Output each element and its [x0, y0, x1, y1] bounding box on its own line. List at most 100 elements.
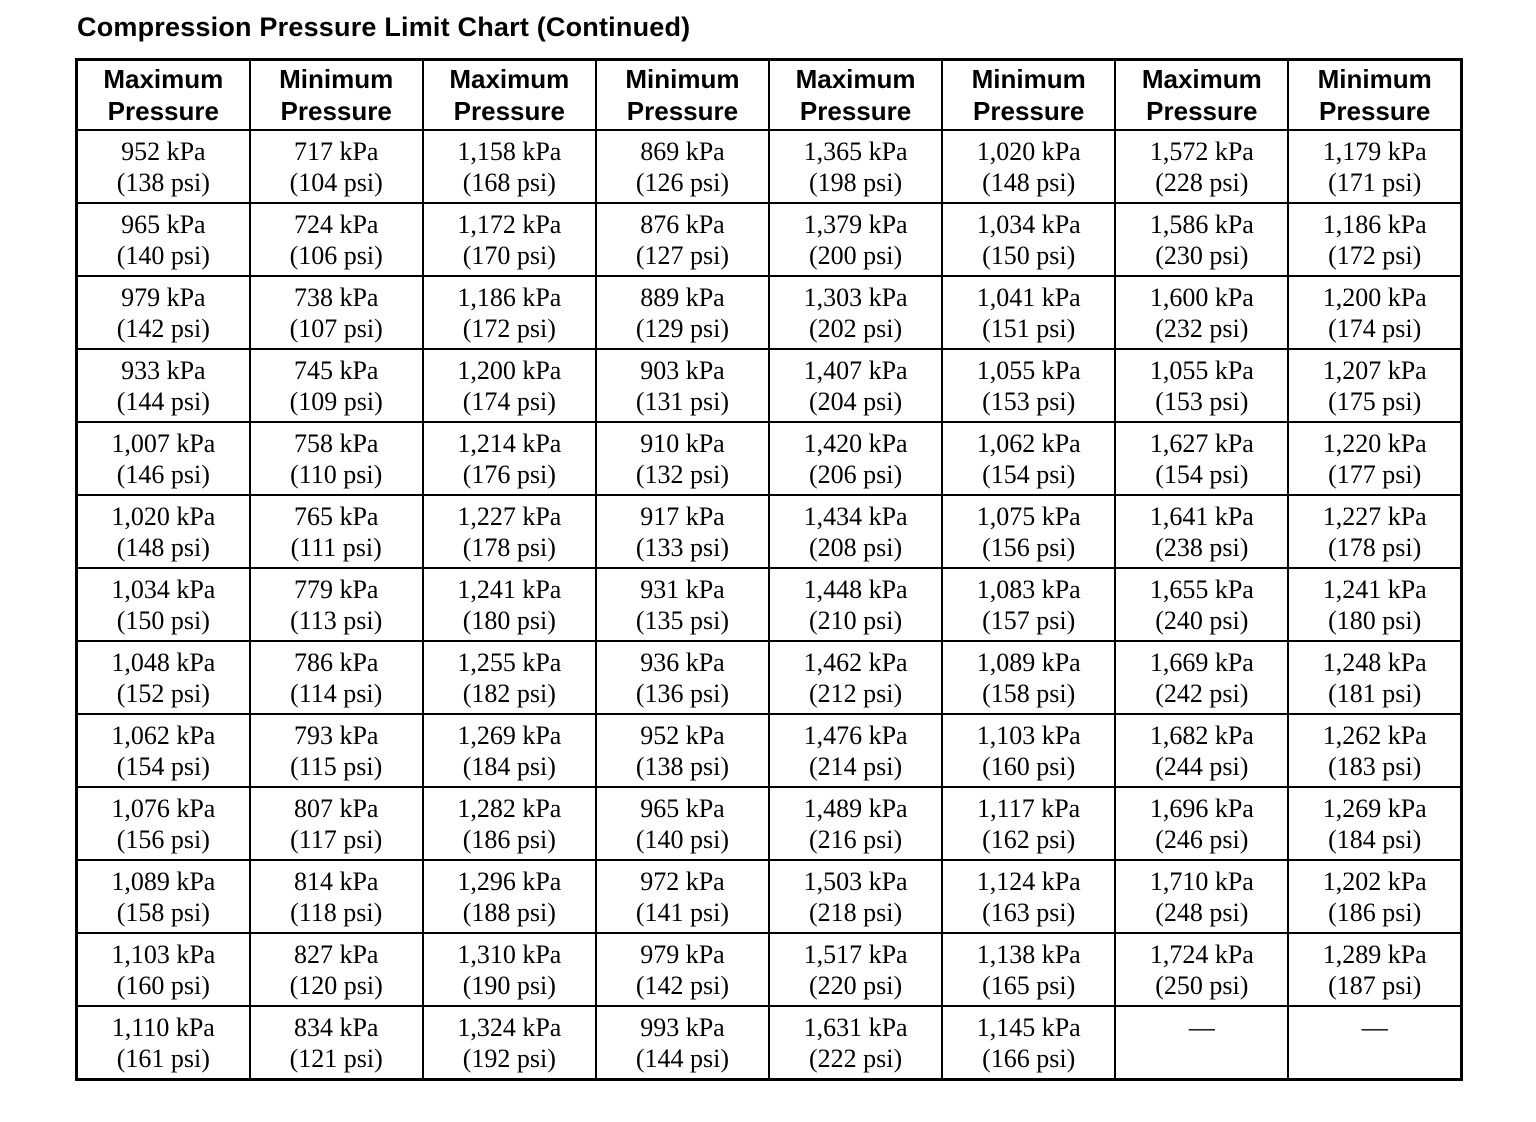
kpa-value: 1,489 kPa: [803, 793, 908, 823]
table-cell: 1,227 kPa (178 psi): [421, 494, 597, 569]
kpa-value: 1,103 kPa: [111, 939, 216, 969]
kpa-value: 1,724 kPa: [1149, 939, 1254, 969]
kpa-value: 979 kPa: [121, 282, 206, 312]
psi-value: (142 psi): [635, 970, 730, 1000]
psi-value: (126 psi): [635, 167, 730, 197]
kpa-value: 903 kPa: [640, 355, 725, 385]
kpa-value: 807 kPa: [293, 793, 379, 823]
kpa-value: 1,269 kPa: [457, 720, 562, 750]
table-cell: 1,179 kPa (171 psi): [1287, 129, 1463, 204]
kpa-value: 1,220 kPa: [1322, 428, 1427, 458]
header-line-2: Pressure: [799, 96, 912, 126]
psi-value: (184 psi): [462, 751, 556, 781]
psi-value: (146 psi): [116, 459, 210, 489]
table-cell: 1,710 kPa (248 psi): [1114, 859, 1290, 934]
psi-value: (111 psi): [290, 532, 382, 562]
psi-value: (135 psi): [635, 605, 730, 635]
psi-value: (174 psi): [462, 386, 556, 416]
table-cell: 1,503 kPa (218 psi): [767, 859, 944, 934]
header-line-2: Pressure: [107, 96, 219, 126]
table-cell: 933 kPa (144 psi): [75, 348, 251, 423]
kpa-value: 1,310 kPa: [457, 939, 562, 969]
kpa-value: 1,202 kPa: [1322, 866, 1427, 896]
kpa-value: 1,055 kPa: [1149, 355, 1254, 385]
table-cell: 1,448 kPa (210 psi): [767, 567, 944, 642]
kpa-value: 1,083 kPa: [976, 574, 1081, 604]
kpa-value: 1,655 kPa: [1149, 574, 1254, 604]
psi-value: (156 psi): [116, 824, 210, 854]
psi-value: [1117, 1043, 1286, 1074]
header-line-1: Minimum: [625, 64, 740, 94]
header-line-2: Pressure: [1319, 96, 1431, 126]
kpa-value: 1,034 kPa: [976, 209, 1081, 239]
table-cell: 952 kPa (138 psi): [75, 129, 251, 204]
kpa-value: 1,682 kPa: [1149, 720, 1254, 750]
psi-value: (157 psi): [982, 605, 1076, 635]
kpa-value: 931 kPa: [640, 574, 725, 604]
table-cell: 717 kPa (104 psi): [248, 129, 424, 204]
table-cell: 1,517 kPa (220 psi): [767, 932, 944, 1007]
kpa-value: —: [1361, 1012, 1388, 1042]
table-cell: 1,627 kPa (154 psi): [1114, 421, 1290, 496]
table-cell: 1,365 kPa (198 psi): [767, 129, 944, 204]
kpa-value: 1,110 kPa: [111, 1012, 215, 1042]
kpa-value: 1,282 kPa: [457, 793, 562, 823]
psi-value: (240 psi): [1155, 605, 1249, 635]
psi-value: (187 psi): [1328, 970, 1422, 1000]
psi-value: (158 psi): [116, 897, 210, 927]
table-cell: 910 kPa (132 psi): [594, 421, 771, 496]
psi-value: (132 psi): [635, 459, 730, 489]
table-cell: 724 kPa (106 psi): [248, 202, 424, 277]
column-header-maximum-pressure: Maximum Pressure: [75, 58, 251, 131]
kpa-value: 1,517 kPa: [803, 939, 908, 969]
table-cell: 1,420 kPa (206 psi): [767, 421, 944, 496]
kpa-value: 1,669 kPa: [1149, 647, 1254, 677]
psi-value: (127 psi): [635, 240, 730, 270]
psi-value: (220 psi): [808, 970, 903, 1000]
kpa-value: 1,055 kPa: [976, 355, 1081, 385]
psi-value: (140 psi): [635, 824, 730, 854]
table-cell: 1,103 kPa (160 psi): [941, 713, 1117, 788]
psi-value: (222 psi): [808, 1043, 903, 1073]
kpa-value: 1,200 kPa: [457, 355, 562, 385]
table-row: 1,103 kPa (160 psi) 827 kPa (120 psi) 1,310 …: [75, 932, 1463, 1007]
kpa-value: 1,600 kPa: [1149, 282, 1254, 312]
kpa-value: 1,324 kPa: [457, 1012, 562, 1042]
kpa-value: 1,179 kPa: [1322, 136, 1427, 166]
table-cell: 834 kPa (121 psi): [248, 1005, 424, 1081]
psi-value: (202 psi): [808, 313, 903, 343]
table-cell: 1,669 kPa (242 psi): [1114, 640, 1290, 715]
psi-value: (129 psi): [635, 313, 730, 343]
kpa-value: 1,303 kPa: [803, 282, 908, 312]
header-line-2: Pressure: [280, 96, 392, 126]
table-cell: 779 kPa (113 psi): [248, 567, 424, 642]
column-header-minimum-pressure: Minimum Pressure: [941, 58, 1117, 131]
table-cell: 738 kPa (107 psi): [248, 275, 424, 350]
kpa-value: 1,020 kPa: [111, 501, 216, 531]
psi-value: (174 psi): [1328, 313, 1422, 343]
psi-value: (178 psi): [462, 532, 556, 562]
table-row: 1,034 kPa (150 psi) 779 kPa (113 psi) 1,241 …: [75, 567, 1463, 642]
table-cell: 1,434 kPa (208 psi): [767, 494, 944, 569]
kpa-value: 1,075 kPa: [976, 501, 1081, 531]
table-cell: 1,248 kPa (181 psi): [1287, 640, 1463, 715]
table-cell: 1,227 kPa (178 psi): [1287, 494, 1463, 569]
kpa-value: 993 kPa: [640, 1012, 725, 1042]
table-cell: 1,282 kPa (186 psi): [421, 786, 597, 861]
kpa-value: 814 kPa: [293, 866, 379, 896]
table-cell: 1,310 kPa (190 psi): [421, 932, 597, 1007]
table-cell: 1,158 kPa (168 psi): [421, 129, 597, 204]
psi-value: (113 psi): [290, 605, 383, 635]
kpa-value: 1,227 kPa: [1322, 501, 1427, 531]
psi-value: (148 psi): [982, 167, 1076, 197]
kpa-value: 1,248 kPa: [1322, 647, 1427, 677]
kpa-value: 1,041 kPa: [976, 282, 1081, 312]
table-cell: 1,048 kPa (152 psi): [75, 640, 251, 715]
kpa-value: 952 kPa: [640, 720, 725, 750]
psi-value: (109 psi): [289, 386, 383, 416]
table-cell: 1,055 kPa (153 psi): [1114, 348, 1290, 423]
table-cell: 1,007 kPa (146 psi): [75, 421, 251, 496]
kpa-value: 936 kPa: [640, 647, 725, 677]
kpa-value: 1,434 kPa: [803, 501, 908, 531]
psi-value: (152 psi): [116, 678, 210, 708]
